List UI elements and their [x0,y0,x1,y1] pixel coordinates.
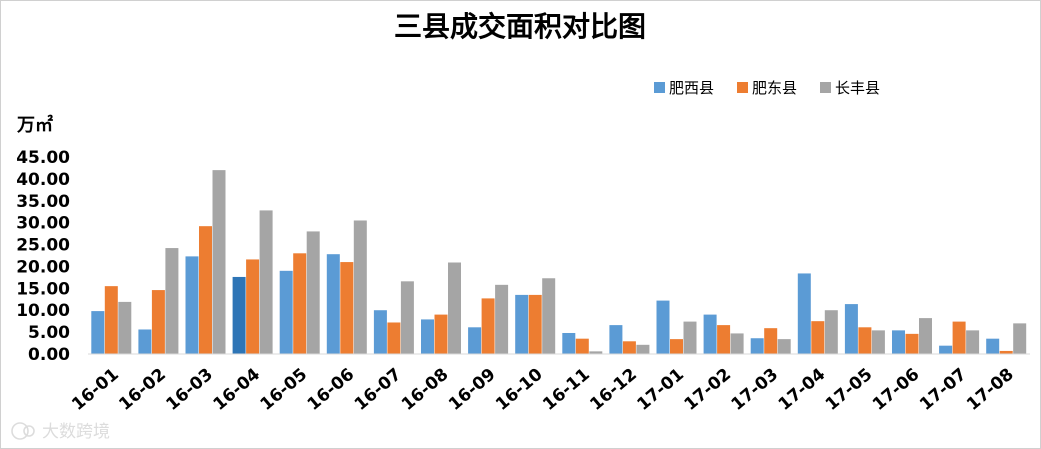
bar-17-02-肥西县 [703,314,717,354]
bar-16-09-肥东县 [481,298,495,354]
bar-17-05-长丰县 [871,330,885,354]
bar-16-06-肥西县 [326,254,340,354]
bar-17-05-肥西县 [844,304,858,354]
bar-16-03-肥西县 [185,256,199,354]
legend: 肥西县 肥东县 长丰县 [654,79,880,97]
bar-16-07-肥东县 [387,322,401,354]
bar-17-02-长丰县 [730,333,744,354]
legend-label: 肥西县 [669,79,714,97]
bar-16-05-长丰县 [306,231,320,354]
bar-16-03-长丰县 [212,170,226,354]
y-tick-label: 15.00 [16,279,70,299]
bar-16-12-肥东县 [622,341,636,354]
bar-16-10-肥西县 [515,294,529,354]
bar-17-01-肥西县 [656,300,670,354]
y-tick-label: 0.00 [28,345,70,365]
y-tick-label: 10.00 [16,301,70,321]
bar-16-01-肥西县 [91,311,105,354]
y-axis-ticks: 0.005.0010.0015.0020.0025.0030.0035.0040… [16,148,70,365]
watermark-text: 大数跨境 [42,422,110,442]
logo-icon [11,422,35,440]
bar-17-03-肥东县 [764,328,778,354]
bar-17-03-长丰县 [777,339,791,354]
bar-17-07-肥西县 [939,345,953,354]
bar-17-03-肥西县 [750,338,764,354]
bar-17-08-肥西县 [986,338,1000,354]
legend-label: 肥东县 [752,79,797,97]
bar-16-05-肥西县 [279,270,293,354]
bar-17-06-长丰县 [919,318,932,354]
bar-16-04-长丰县 [259,210,273,354]
bar-16-07-肥西县 [373,310,387,354]
y-tick-label: 45.00 [16,148,70,168]
bar-16-11-肥东县 [575,338,589,354]
bar-16-02-肥西县 [138,329,152,354]
bar-16-10-肥东县 [528,294,542,354]
y-tick-label: 25.00 [16,236,70,256]
bar-16-09-肥西县 [468,327,482,354]
bar-16-07-长丰县 [400,281,414,354]
y-tick-label: 5.00 [28,323,70,343]
bar-16-10-长丰县 [542,278,556,354]
y-tick-label: 30.00 [16,214,70,234]
bar-16-02-长丰县 [165,248,179,354]
chart-title: 三县成交面积对比图 [394,10,646,43]
bar-17-01-肥东县 [670,339,683,354]
bar-17-04-肥西县 [797,273,811,354]
bar-17-02-肥东县 [717,325,731,354]
bar-16-02-肥东县 [151,290,165,354]
bar-17-08-长丰县 [1013,323,1027,354]
bar-16-08-肥西县 [421,319,434,354]
y-tick-label: 20.00 [16,257,70,277]
bar-17-08-肥东县 [999,350,1013,354]
legend-swatch [654,82,665,93]
bar-16-08-肥东县 [434,314,448,354]
y-axis-unit: 万㎡ [16,114,53,136]
bar-16-08-长丰县 [448,262,461,354]
watermark: 大数跨境 [11,422,110,442]
bar-16-09-长丰县 [495,284,509,354]
bars [91,170,1027,354]
bar-16-03-肥东县 [199,226,212,354]
bar-16-01-肥东县 [104,286,118,354]
bar-17-06-肥西县 [892,330,905,354]
bar-17-01-长丰县 [683,321,697,354]
bar-16-12-长丰县 [636,344,650,354]
bar-16-05-肥东县 [293,253,307,354]
bar-17-07-长丰县 [966,330,980,354]
bar-16-12-肥西县 [609,325,623,354]
bar-16-04-肥西县 [232,276,246,354]
bar-17-04-肥东县 [811,321,825,354]
legend-swatch [737,82,748,93]
bar-16-11-肥西县 [562,332,576,354]
bar-16-01-长丰县 [118,301,132,354]
bar-17-07-肥东县 [952,321,966,354]
bar-16-11-长丰县 [589,351,603,354]
bar-17-05-肥东县 [858,327,872,354]
bar-16-06-肥东县 [340,262,354,354]
bar-17-04-长丰县 [824,310,838,354]
legend-label: 长丰县 [835,79,880,97]
bar-16-06-长丰县 [353,220,367,354]
y-tick-label: 35.00 [16,192,70,212]
y-tick-label: 40.00 [16,170,70,190]
legend-swatch [820,82,831,93]
bar-17-06-肥东县 [905,333,919,354]
bar-16-04-肥东县 [246,259,260,354]
